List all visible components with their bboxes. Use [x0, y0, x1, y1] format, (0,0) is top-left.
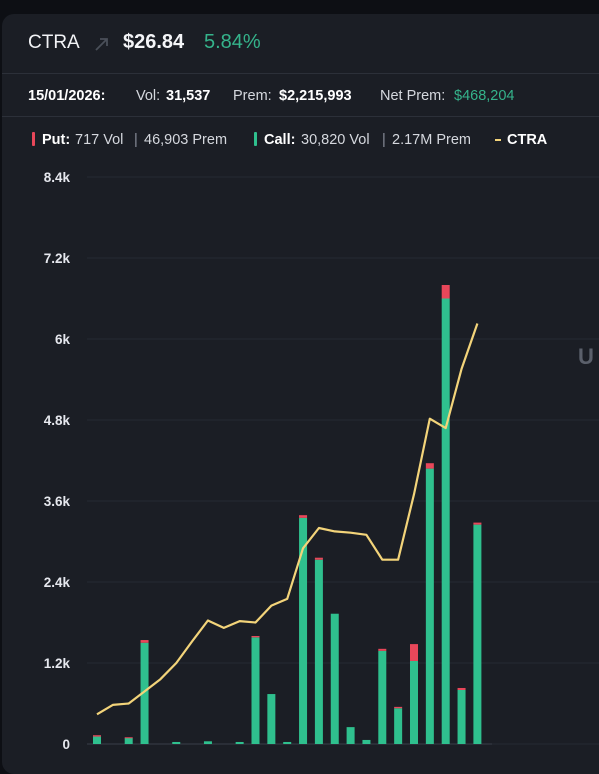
- call-bar: [425, 468, 434, 744]
- put-bar: [251, 636, 260, 638]
- net-prem-value: $468,204: [454, 88, 515, 104]
- price-change: 5.84%: [204, 31, 261, 53]
- call-bar: [203, 741, 212, 744]
- call-bar: [362, 739, 371, 744]
- call-bar: [267, 694, 276, 744]
- y-tick-label: 7.2k: [44, 251, 71, 266]
- put-bar: [314, 557, 323, 560]
- y-tick-label: 2.4k: [44, 575, 71, 590]
- summary-stats: 15/01/2026: Vol: 31,537 Prem: $2,215,993…: [2, 74, 599, 117]
- call-swatch: [254, 132, 257, 146]
- call-bar: [410, 660, 418, 744]
- ctra-price-line: [96, 323, 479, 716]
- put-swatch: [32, 132, 35, 146]
- legend-call-prem: 2.17M Prem: [392, 132, 471, 148]
- legend-call-label[interactable]: Call:: [264, 132, 296, 148]
- legend-put-vol: 717 Vol: [75, 132, 124, 148]
- put-bar: [394, 706, 403, 709]
- legend-put-prem: 46,903 Prem: [144, 132, 228, 148]
- volume-chart[interactable]: 0 1.2k 2.4k 3.6k 4.8k 6k 7.2k 8.4k: [2, 14, 599, 774]
- arrow-up-right-icon[interactable]: [92, 34, 112, 54]
- put-bar: [140, 640, 149, 643]
- ctra-line-swatch: [495, 139, 501, 141]
- stock-price: $26.84: [123, 31, 185, 53]
- prem-label: Prem:: [233, 88, 272, 104]
- legend-divider: |: [134, 132, 138, 148]
- call-bar: [235, 741, 244, 744]
- call-bar: [93, 736, 101, 744]
- truncated-label: U: [578, 344, 594, 369]
- call-bar: [314, 559, 323, 744]
- call-bar: [457, 690, 466, 744]
- put-bar: [378, 648, 387, 651]
- call-bar: [172, 741, 181, 744]
- y-tick-label: 3.6k: [44, 494, 71, 509]
- y-tick-label: 0: [62, 737, 70, 752]
- call-bar: [394, 708, 403, 744]
- vol-label: Vol:: [136, 88, 161, 104]
- put-bar: [93, 735, 101, 737]
- call-bar: [346, 727, 355, 744]
- put-bar: [441, 285, 450, 299]
- legend-divider: |: [382, 132, 386, 148]
- option-flow-card: CTRA $26.84 5.84% 15/01/2026: Vol: 31,53…: [2, 14, 599, 774]
- call-bar: [441, 298, 450, 744]
- put-bar: [299, 515, 308, 518]
- put-bar: [410, 644, 418, 661]
- call-bar: [330, 613, 339, 744]
- call-bar: [283, 741, 292, 744]
- put-bar: [473, 522, 482, 525]
- legend-call-vol: 30,820 Vol: [301, 132, 370, 148]
- put-bar: [425, 463, 434, 469]
- prem-value: $2,215,993: [279, 88, 352, 104]
- chart-legend: Put: 717 Vol | 46,903 Prem Call: 30,820 …: [2, 117, 599, 157]
- summary-date: 15/01/2026:: [28, 88, 106, 104]
- legend-ctra-label[interactable]: CTRA: [507, 132, 548, 148]
- ticker-symbol[interactable]: CTRA: [28, 32, 80, 53]
- call-bar: [299, 517, 308, 744]
- y-tick-label: 6k: [55, 332, 71, 347]
- y-tick-label: 1.2k: [44, 656, 71, 671]
- net-prem-label: Net Prem:: [380, 88, 446, 104]
- call-bar: [140, 642, 149, 744]
- y-tick-label: 4.8k: [44, 413, 71, 428]
- y-tick-label: 8.4k: [44, 170, 71, 185]
- put-bar: [457, 687, 466, 690]
- vol-value: 31,537: [166, 88, 211, 104]
- legend-put-label[interactable]: Put:: [42, 132, 71, 148]
- call-bar: [378, 650, 387, 744]
- card-header: CTRA $26.84 5.84%: [2, 14, 599, 74]
- call-bar: [124, 737, 133, 744]
- put-bar: [124, 737, 133, 739]
- call-bar: [251, 637, 260, 744]
- call-bar: [473, 524, 482, 744]
